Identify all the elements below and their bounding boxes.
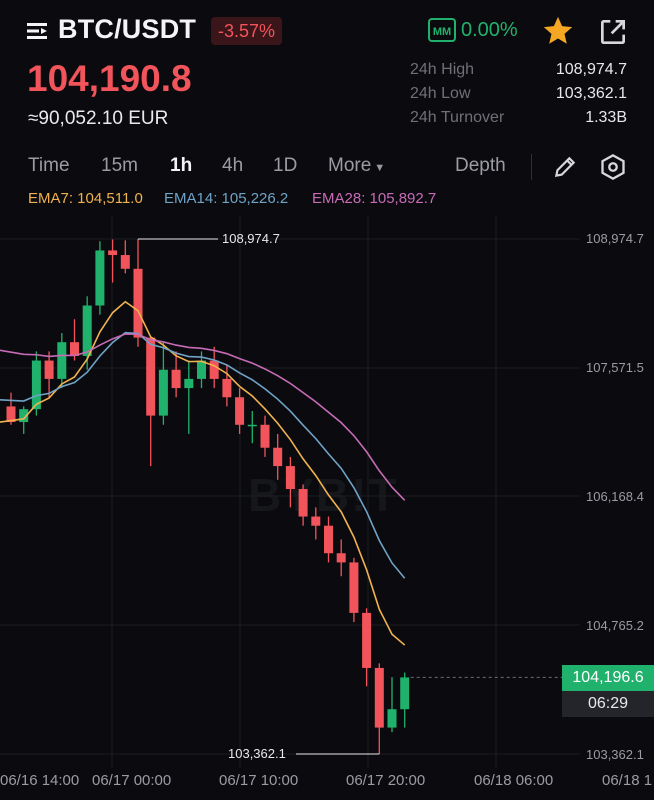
toolbar-divider <box>531 154 532 180</box>
mm-value: 0.00% <box>461 19 518 41</box>
ema28-label: EMA28: 105,892.7 <box>312 190 437 207</box>
tab-time[interactable]: Time <box>28 155 70 176</box>
watermark-logo: BYB!T <box>248 469 399 521</box>
candle-body <box>133 268 143 338</box>
x-tick-label: 06/17 20:00 <box>346 772 426 789</box>
candle-body <box>336 553 346 563</box>
candle-body <box>95 250 105 306</box>
tab-more[interactable]: More ▼ <box>328 155 385 177</box>
candle-body <box>247 424 257 427</box>
last-price: 104,190.8 <box>27 58 192 99</box>
x-tick-label: 06/17 10:00 <box>219 772 299 789</box>
change-percent-badge: -3.57% <box>211 17 283 45</box>
stat-turnover-value: 1.33B <box>585 109 627 126</box>
y-tick-label: 107,571.5 <box>586 360 644 375</box>
candle-body <box>158 369 168 416</box>
tab-1h[interactable]: 1h <box>170 155 193 176</box>
current-price-tag: 104,196.6 <box>562 665 654 691</box>
eur-equivalent: ≈90,052.10 EUR <box>28 108 169 129</box>
ema14-label: EMA14: 105,226.2 <box>164 190 289 207</box>
candle-body <box>146 337 156 416</box>
ema7-line <box>0 300 406 646</box>
candle-body <box>285 466 295 490</box>
tab-15m[interactable]: 15m <box>101 155 138 176</box>
caret-down-icon: ▼ <box>374 162 386 174</box>
candle-body <box>260 424 270 448</box>
candle-body <box>108 250 118 256</box>
candle-body <box>324 525 333 554</box>
tab-4h[interactable]: 4h <box>222 155 244 176</box>
stat-high-value: 108,974.7 <box>555 61 627 78</box>
candle-body <box>209 360 219 379</box>
candle-body <box>400 677 410 710</box>
candle-body <box>184 378 194 389</box>
low-marker-label: 103,362.1 <box>228 746 286 761</box>
high-marker-label: 108,974.7 <box>222 231 280 246</box>
candle-body <box>374 667 384 728</box>
trading-pair-title[interactable]: BTC/USDT <box>58 14 197 44</box>
candle-body <box>44 360 54 379</box>
candle-body <box>82 305 92 356</box>
candle-body <box>6 406 16 423</box>
candle-body <box>349 562 359 613</box>
candle-body <box>31 360 41 410</box>
candle-body <box>298 489 308 517</box>
candle-body <box>197 360 206 379</box>
settings-hexagon-icon[interactable] <box>599 153 627 181</box>
candle-body <box>19 409 29 423</box>
y-tick-label: 103,362.1 <box>586 747 644 762</box>
ema7-label: EMA7: 104,511.0 <box>28 190 143 207</box>
mm-badge[interactable]: MM <box>428 18 456 42</box>
candle-body <box>171 369 181 389</box>
y-tick-label: 104,765.2 <box>586 618 644 633</box>
share-icon[interactable] <box>597 16 629 48</box>
stat-low-value: 103,362.1 <box>555 85 627 102</box>
more-label: More <box>328 155 372 176</box>
candle-body <box>57 342 67 379</box>
candle-body <box>362 612 372 668</box>
candle-body <box>235 397 245 425</box>
tab-1d[interactable]: 1D <box>273 155 298 176</box>
x-tick-label: 06/16 14:00 <box>0 772 80 789</box>
ema14-line <box>0 331 406 579</box>
candle-body <box>273 447 283 467</box>
x-tick-label: 06/18 06:00 <box>474 772 554 789</box>
pencil-icon[interactable] <box>552 154 578 180</box>
candle-body <box>311 516 321 526</box>
stat-turnover-label: 24h Turnover <box>410 109 505 126</box>
candle-body <box>120 255 130 269</box>
menu-icon[interactable] <box>26 20 48 42</box>
candle-countdown-tag: 06:29 <box>562 691 654 717</box>
candlestick-chart[interactable] <box>0 210 654 770</box>
candle-body <box>387 709 397 728</box>
candle-body <box>70 342 79 356</box>
y-tick-label: 108,974.7 <box>586 231 644 246</box>
ema28-line <box>0 333 406 501</box>
candle-body <box>222 378 232 398</box>
stat-high-label: 24h High <box>410 61 475 78</box>
x-tick-label: 06/18 1 <box>602 772 653 789</box>
x-tick-label: 06/17 00:00 <box>92 772 172 789</box>
tab-depth[interactable]: Depth <box>455 155 506 176</box>
star-icon[interactable] <box>541 14 575 48</box>
y-tick-label: 106,168.4 <box>586 489 644 504</box>
stat-low-label: 24h Low <box>410 85 471 102</box>
